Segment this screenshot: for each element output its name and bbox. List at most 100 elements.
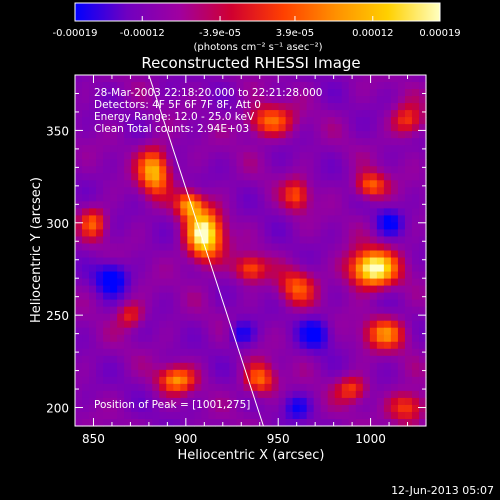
heatmap-cell	[152, 299, 160, 308]
heatmap-cell	[271, 355, 280, 364]
heatmap-cell	[404, 306, 413, 315]
heatmap-cell	[145, 131, 153, 139]
heatmap-cell	[110, 390, 118, 399]
heatmap-cell	[383, 236, 392, 245]
heatmap-cell	[229, 138, 238, 146]
heatmap-cell	[390, 166, 399, 174]
heatmap-cell	[376, 187, 385, 195]
heatmap-cell	[103, 390, 111, 399]
heatmap-cell	[145, 89, 153, 97]
heatmap-cell	[404, 117, 413, 125]
heatmap-cell	[180, 117, 188, 125]
heatmap-cell	[369, 194, 378, 202]
heatmap-cell	[180, 362, 188, 371]
heatmap-cell	[222, 222, 231, 231]
heatmap-cell	[418, 194, 427, 202]
heatmap-cell	[103, 285, 111, 294]
heatmap-cell	[292, 124, 301, 132]
heatmap-cell	[348, 292, 357, 301]
annotation-time-range: 28-Mar-2003 22:18:20.000 to 22:21:28.000	[94, 87, 322, 99]
heatmap-cell	[264, 75, 273, 83]
heatmap-cell	[348, 411, 357, 420]
heatmap-cell	[411, 243, 420, 252]
heatmap-cell	[418, 159, 427, 167]
heatmap-cell	[383, 124, 392, 132]
heatmap-cell	[313, 208, 322, 216]
heatmap-cell	[180, 271, 188, 280]
heatmap-cell	[82, 292, 90, 301]
heatmap-cell	[376, 264, 385, 273]
heatmap-cell	[201, 292, 209, 301]
heatmap-cell	[152, 194, 160, 202]
heatmap-cell	[376, 383, 385, 392]
heatmap-cell	[299, 383, 308, 392]
heatmap-cell	[201, 264, 209, 273]
heatmap-cell	[257, 250, 266, 259]
heatmap-cell	[215, 299, 224, 308]
heatmap-cell	[166, 250, 174, 259]
heatmap-cell	[124, 334, 132, 343]
heatmap-cell	[229, 313, 238, 322]
heatmap-cell	[236, 243, 245, 252]
heatmap-cell	[194, 313, 202, 322]
heatmap-cell	[404, 376, 413, 385]
heatmap-cell	[404, 124, 413, 132]
heatmap-cell	[131, 271, 139, 280]
heatmap-cell	[369, 362, 378, 371]
heatmap-cell	[278, 180, 287, 188]
heatmap-cell	[292, 222, 301, 231]
heatmap-cell	[124, 271, 132, 280]
heatmap-cell	[180, 397, 188, 406]
heatmap-cell	[397, 418, 406, 427]
heatmap-cell	[404, 159, 413, 167]
heatmap-cell	[334, 383, 343, 392]
heatmap-cell	[96, 229, 104, 238]
heatmap-cell	[390, 131, 399, 139]
heatmap-cell	[278, 152, 287, 160]
heatmap-cell	[362, 96, 371, 104]
heatmap-cell	[243, 278, 252, 287]
heatmap-cell	[89, 166, 97, 174]
heatmap-cell	[124, 152, 132, 160]
heatmap-cell	[131, 215, 139, 224]
heatmap-cell	[383, 355, 392, 364]
heatmap-cell	[89, 278, 97, 287]
heatmap-cell	[229, 341, 238, 350]
heatmap-cell	[271, 117, 280, 125]
heatmap-cell	[103, 362, 111, 371]
heatmap-cell	[313, 278, 322, 287]
heatmap-cell	[117, 236, 125, 245]
heatmap-cell	[201, 271, 209, 280]
heatmap-cell	[418, 138, 427, 146]
heatmap-cell	[292, 117, 301, 125]
heatmap-cell	[404, 264, 413, 273]
heatmap-cell	[166, 75, 174, 83]
heatmap-cell	[96, 138, 104, 146]
heatmap-cell	[173, 82, 181, 90]
heatmap-cell	[187, 159, 195, 167]
heatmap-cell	[348, 180, 357, 188]
heatmap-cell	[418, 320, 427, 329]
heatmap-cell	[201, 376, 209, 385]
heatmap-cell	[369, 187, 378, 195]
heatmap-cell	[208, 173, 216, 181]
heatmap-cell	[145, 152, 153, 160]
heatmap-cell	[362, 257, 371, 266]
heatmap-cell	[411, 390, 420, 399]
heatmap-cell	[285, 404, 294, 413]
heatmap-cell	[327, 159, 336, 167]
heatmap-cell	[264, 82, 273, 90]
heatmap-cell	[320, 131, 329, 139]
heatmap-cell	[201, 180, 209, 188]
heatmap-cell	[103, 306, 111, 315]
heatmap-cell	[355, 215, 364, 224]
heatmap-cell	[166, 411, 174, 420]
heatmap-cell	[376, 243, 385, 252]
heatmap-cell	[369, 243, 378, 252]
heatmap-cell	[159, 418, 167, 427]
heatmap-cell	[257, 131, 266, 139]
heatmap-cell	[159, 201, 167, 209]
heatmap-cell	[383, 215, 392, 224]
heatmap-cell	[313, 264, 322, 273]
heatmap-cell	[376, 138, 385, 146]
